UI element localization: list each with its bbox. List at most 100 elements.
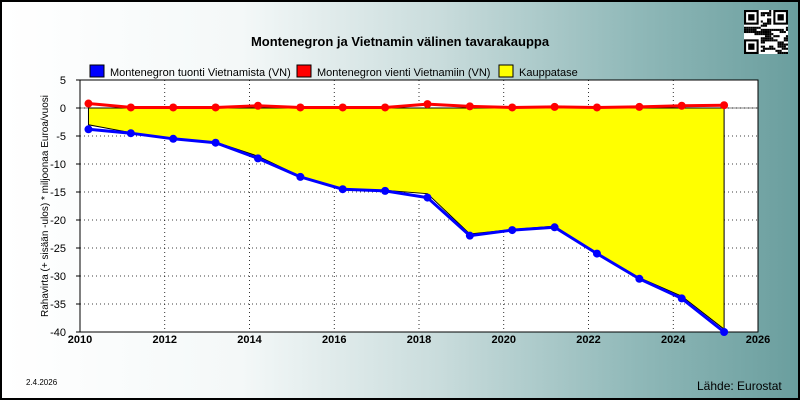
legend-label-2: Kauppatase <box>519 67 578 79</box>
series-point-1 <box>253 101 262 110</box>
qr-module <box>756 30 759 34</box>
qr-module <box>767 33 770 36</box>
qr-module <box>775 49 778 52</box>
chart-title: Montenegron ja Vietnamin välinen tavarak… <box>251 34 550 49</box>
qr-module <box>783 30 786 34</box>
series-point-0 <box>720 328 729 336</box>
x-tick-label: 2020 <box>492 334 516 346</box>
qr-module <box>762 28 765 31</box>
qr-module <box>746 30 749 34</box>
qr-module <box>760 28 763 31</box>
series-point-0 <box>423 193 432 202</box>
qr-module <box>769 47 772 50</box>
qr-module <box>783 39 786 42</box>
qr-module <box>781 47 784 50</box>
qr-module <box>769 14 772 17</box>
qr-module <box>773 35 776 38</box>
qr-module <box>783 47 786 50</box>
qr-module <box>762 49 765 52</box>
qr-module <box>754 30 757 34</box>
qr-module <box>762 47 765 50</box>
qr-module <box>748 28 751 31</box>
qr-module <box>769 22 772 25</box>
qr-module <box>767 37 770 40</box>
series-point-0 <box>592 249 601 258</box>
legend-label-1: Montenegron vienti Vietnamiin (VN) <box>317 67 490 79</box>
qr-module <box>771 33 774 36</box>
qr-module <box>764 35 768 38</box>
qr-module <box>775 39 778 42</box>
qr-module <box>764 33 768 36</box>
qr-module <box>744 26 747 29</box>
qr-module <box>764 22 768 25</box>
y-tick-label: -30 <box>50 271 66 283</box>
qr-module <box>773 47 776 50</box>
qr-module <box>771 39 774 42</box>
x-tick-label: 2026 <box>746 334 770 346</box>
series-point-1 <box>126 103 135 112</box>
qr-module <box>785 28 788 31</box>
qr-module <box>754 26 757 29</box>
qr-module <box>783 37 786 40</box>
y-tick-label: -15 <box>50 187 66 199</box>
qr-module <box>764 28 768 31</box>
qr-finder-core <box>777 14 784 21</box>
qr-module <box>760 24 763 27</box>
qr-module <box>748 26 751 29</box>
qr-code-icon <box>744 10 788 54</box>
qr-module <box>764 37 768 40</box>
series-point-1 <box>677 101 686 110</box>
footer-date: 2.4.2026 <box>26 378 58 387</box>
qr-module <box>769 30 772 34</box>
qr-module <box>760 39 763 42</box>
qr-module <box>762 39 765 42</box>
qr-module <box>781 45 784 48</box>
qr-module <box>769 28 772 31</box>
series-point-0 <box>84 125 93 134</box>
series-point-0 <box>211 138 220 147</box>
y-tick-label: 5 <box>60 75 66 87</box>
series-point-1 <box>296 103 305 112</box>
series-line-0 <box>88 127 726 334</box>
qr-module <box>758 33 761 36</box>
qr-module <box>785 26 788 29</box>
series-point-1 <box>635 102 644 111</box>
qr-module <box>773 28 776 31</box>
series-point-1 <box>508 103 517 112</box>
legend-swatch-0 <box>89 64 105 78</box>
qr-module <box>760 14 763 17</box>
qr-module <box>762 37 765 40</box>
qr-module <box>769 37 772 40</box>
qr-module <box>769 39 772 42</box>
qr-module <box>744 30 747 34</box>
series-point-0 <box>338 185 347 194</box>
qr-module <box>777 35 780 38</box>
qr-module <box>754 33 757 36</box>
y-tick-label: -10 <box>50 159 66 171</box>
qr-module <box>762 12 765 15</box>
qr-module <box>779 49 782 52</box>
series-point-0 <box>381 186 390 195</box>
qr-module <box>762 14 765 17</box>
x-tick-label: 2024 <box>661 334 686 346</box>
series-point-1 <box>720 101 729 110</box>
qr-module <box>762 45 765 48</box>
qr-module <box>775 35 778 38</box>
qr-module <box>762 41 765 44</box>
qr-module <box>769 35 772 38</box>
series-point-0 <box>508 226 517 235</box>
qr-module <box>769 20 772 23</box>
qr-module <box>777 51 780 54</box>
qr-module <box>760 37 763 40</box>
qr-module <box>764 47 768 50</box>
qr-module <box>783 45 786 48</box>
series-point-0 <box>550 223 559 232</box>
qr-module <box>762 30 765 34</box>
qr-module <box>760 30 763 34</box>
qr-module <box>760 49 763 52</box>
qr-module <box>777 28 780 31</box>
qr-module <box>767 28 770 31</box>
x-tick-label: 2016 <box>322 334 346 346</box>
qr-module <box>758 26 761 29</box>
